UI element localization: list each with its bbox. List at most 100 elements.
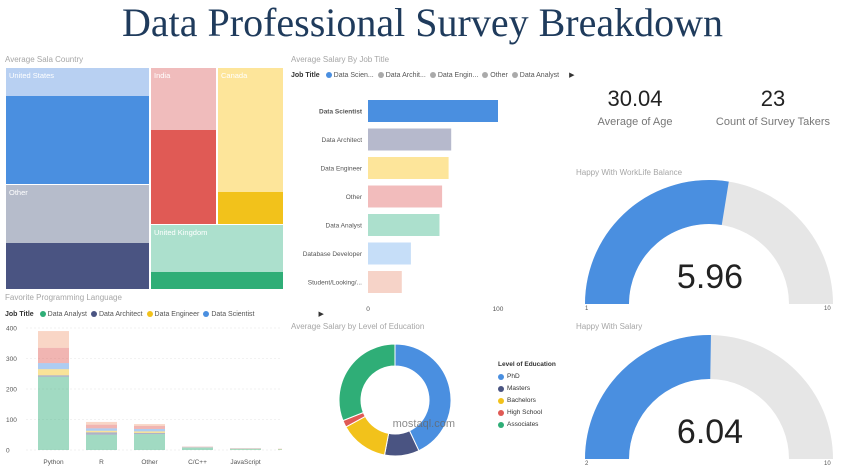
prog-lang-y-tick: 100 [6, 417, 17, 424]
treemap-cell-india-top [151, 68, 216, 130]
prog-lang-title: Favorite Programming Language [5, 293, 122, 302]
legend-label: Data Analyst [47, 310, 87, 318]
prog-lang-chart[interactable]: 400 300 200 100 0 Python R Other C/C++ JavaScript… [0, 322, 282, 470]
legend-label: Bachelors [507, 397, 536, 404]
treemap-cell-india[interactable]: India [150, 67, 217, 225]
gauge-worklife-min: 1 [585, 306, 589, 312]
gauge-salary-min: 2 [585, 461, 589, 467]
gauge-worklife-title: Happy With WorkLife Balance [576, 168, 683, 177]
prog-lang-bar-segment [230, 449, 261, 450]
legend-item-data-scientist[interactable]: Data Scien... [325, 72, 374, 79]
treemap-cell-united-states-main [6, 96, 149, 185]
prog-lang-category-label: C/C++ [188, 459, 207, 466]
treemap-cell-united-states[interactable]: United States [5, 67, 150, 185]
kpi-age-label: Average of Age [597, 116, 673, 128]
education-legend-item-high-school[interactable]: High School [498, 409, 556, 416]
job-salary-category-label: Data Analyst [326, 223, 363, 230]
legend-label: Data Scientist [211, 310, 255, 318]
job-salary-bar [368, 157, 449, 179]
legend-dot [146, 311, 153, 317]
prog-lang-bar-segment [134, 431, 165, 433]
education-legend-item-phd[interactable]: PhD [498, 373, 556, 380]
education-donut-slice [338, 343, 396, 422]
job-salary-bar [368, 242, 411, 265]
job-salary-bar [368, 271, 402, 293]
job-salary-legend-title: Job Title [291, 71, 320, 79]
job-salary-category-label: Data Engineer [320, 166, 362, 173]
legend-dot [498, 409, 504, 416]
legend-dot [498, 385, 504, 392]
legend-label: Masters [507, 385, 531, 392]
treemap-chart[interactable]: United States Other India Canada United … [5, 67, 284, 289]
education-donut-chart[interactable] [330, 335, 460, 465]
prog-lang-y-tick: 0 [6, 448, 10, 455]
treemap-cell-united-kingdom-main [151, 272, 283, 289]
prog-lang-bar-segment [86, 430, 117, 433]
treemap-cell-canada-main [218, 192, 283, 225]
prog-lang-bar-segment [134, 434, 165, 450]
treemap-cell-india-main [151, 130, 216, 225]
prog-lang-bar-segment [182, 447, 213, 450]
legend-dot [482, 72, 489, 78]
legend-item-other[interactable]: Other [482, 72, 508, 79]
treemap-cell-other-main [6, 243, 149, 289]
prog-lang-y-tick: 200 [6, 387, 17, 394]
prog-lang-bar-segment [38, 369, 69, 376]
legend-item-data-engineer[interactable]: Data Engineer [146, 311, 199, 318]
treemap-cell-other-top [6, 185, 149, 243]
legend-item-data-scientist[interactable]: Data Scientist [203, 310, 255, 318]
gauge-worklife-value: 5.96 [676, 258, 744, 296]
education-legend-item-bachelors[interactable]: Bachelors [498, 397, 556, 404]
job-salary-tick-label: 0 [366, 306, 370, 313]
prog-lang-bar-segment [86, 424, 117, 429]
job-salary-bar [368, 128, 452, 151]
gauge-worklife[interactable] [580, 170, 838, 308]
gauge-salary[interactable] [580, 325, 838, 463]
kpi-count-label: Count of Survey Takers [715, 116, 831, 128]
legend-item-data-analyst[interactable]: Data Analyst [39, 310, 87, 318]
legend-item-data-analyst[interactable]: Data Analyst [511, 72, 559, 79]
treemap-cell-canada[interactable]: Canada [217, 67, 284, 225]
legend-label: Other [490, 71, 508, 79]
education-legend-item-associates[interactable]: Associates [498, 421, 556, 428]
prog-lang-bar-segment [86, 428, 117, 431]
legend-next-arrow-icon[interactable]: ▶ [569, 72, 575, 79]
prog-lang-bar-segment [134, 424, 165, 426]
prog-lang-legend-title: Job Title [5, 310, 34, 318]
job-salary-bar [368, 100, 498, 122]
legend-next-arrow-icon[interactable]: ▶ [318, 311, 324, 318]
gauge-worklife-max: 10 [824, 306, 831, 312]
education-legend-item-masters[interactable]: Masters [498, 385, 556, 392]
job-salary-tick-label: 100 [493, 306, 504, 313]
job-salary-bar [368, 214, 440, 236]
legend-item-data-architect[interactable]: Data Architect [90, 311, 143, 318]
treemap-cell-united-kingdom[interactable]: United Kingdom [150, 224, 284, 289]
legend-dot [325, 72, 332, 78]
prog-lang-bar-segment [86, 421, 117, 425]
job-salary-chart[interactable]: Data Scientist Data Architect Data Enginee… [288, 92, 538, 317]
legend-item-data-architect[interactable]: Data Archit... [377, 72, 426, 79]
gauge-salary-value: 6.04 [676, 413, 744, 451]
legend-label: High School [507, 409, 543, 416]
treemap-label-other: Other [9, 188, 28, 197]
prog-lang-bar-segment [86, 434, 117, 450]
legend-dot [498, 421, 504, 428]
legend-dot [377, 72, 384, 78]
treemap-cell-other[interactable]: Other [5, 184, 150, 289]
legend-dot [429, 72, 436, 78]
job-salary-bar [368, 185, 443, 208]
kpi-age-value: 30.04 [607, 86, 663, 111]
prog-lang-bar-segment [38, 375, 69, 377]
gauge-salary-fill [585, 335, 711, 459]
watermark: mostaql.com [392, 418, 455, 430]
prog-lang-bar-segment [134, 425, 165, 429]
treemap-title: Average Sala Country [5, 55, 84, 64]
prog-lang-bar-segment [38, 363, 69, 370]
education-title: Average Salary by Level of Education [291, 322, 425, 331]
treemap-cell-united-kingdom-top [151, 225, 283, 272]
treemap-cell-canada-top [218, 68, 283, 192]
education-legend-title: Level of Education [498, 361, 556, 368]
job-salary-category-label: Data Scientist [319, 109, 363, 116]
legend-item-data-engineer[interactable]: Data Engin... [429, 72, 478, 79]
prog-lang-bar-segment [38, 347, 69, 364]
